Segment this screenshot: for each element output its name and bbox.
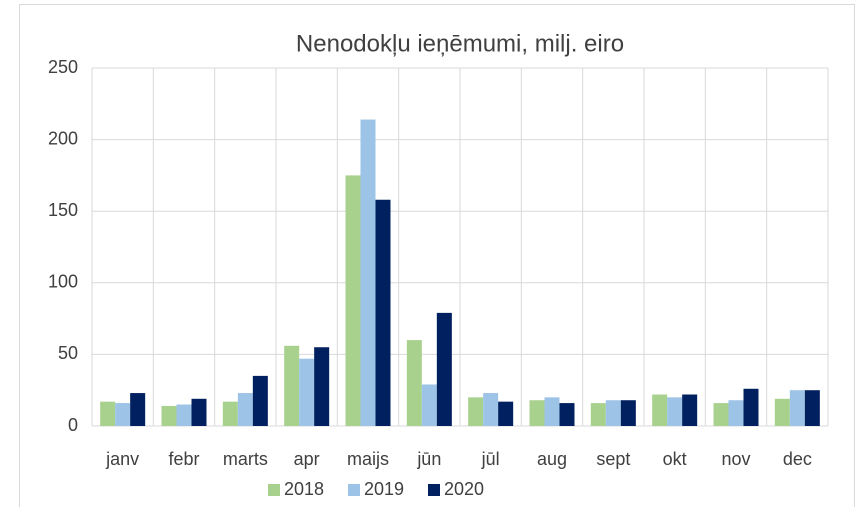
bar bbox=[620, 400, 636, 426]
y-tick-label: 100 bbox=[48, 272, 78, 292]
bar bbox=[299, 358, 315, 426]
chart-title: Nenodokļu ieņēmumi, milj. eiro bbox=[296, 30, 624, 57]
y-tick-label: 250 bbox=[48, 57, 78, 77]
bar bbox=[345, 175, 361, 426]
x-tick-label: jūn bbox=[416, 449, 441, 469]
bar bbox=[667, 397, 683, 426]
bar bbox=[559, 403, 575, 426]
legend-swatch bbox=[348, 484, 360, 496]
bar bbox=[529, 400, 545, 426]
bar bbox=[498, 401, 514, 426]
bar bbox=[314, 347, 330, 426]
y-tick-label: 150 bbox=[48, 200, 78, 220]
x-tick-label: apr bbox=[294, 449, 320, 469]
bar bbox=[252, 375, 268, 426]
bar bbox=[774, 398, 790, 426]
bar bbox=[789, 390, 805, 426]
legend-swatch bbox=[428, 484, 440, 496]
x-tick-label: dec bbox=[783, 449, 812, 469]
bar bbox=[176, 404, 192, 426]
bar bbox=[483, 393, 499, 426]
x-tick-label: janv bbox=[105, 449, 139, 469]
legend-label: 2020 bbox=[444, 479, 484, 499]
y-tick-label: 0 bbox=[68, 415, 78, 435]
bar bbox=[421, 384, 437, 426]
x-tick-label: aug bbox=[537, 449, 567, 469]
bar bbox=[652, 394, 668, 426]
bar bbox=[100, 401, 116, 426]
chart-frame bbox=[19, 4, 855, 507]
x-tick-label: marts bbox=[223, 449, 268, 469]
x-tick-label: febr bbox=[168, 449, 199, 469]
bar bbox=[713, 403, 729, 426]
bar bbox=[284, 345, 300, 426]
bar bbox=[468, 397, 484, 426]
bar bbox=[804, 390, 820, 426]
bar bbox=[590, 403, 606, 426]
bar bbox=[115, 403, 131, 426]
x-tick-label: nov bbox=[721, 449, 750, 469]
x-tick-label: jūl bbox=[481, 449, 500, 469]
bar bbox=[743, 388, 759, 426]
bar bbox=[605, 400, 621, 426]
legend-swatch bbox=[268, 484, 280, 496]
bar bbox=[728, 400, 744, 426]
bar bbox=[682, 394, 698, 426]
bar bbox=[375, 199, 391, 426]
y-tick-label: 200 bbox=[48, 128, 78, 148]
legend-label: 2019 bbox=[364, 479, 404, 499]
bar bbox=[191, 398, 207, 426]
bar bbox=[237, 393, 253, 426]
bar bbox=[161, 405, 177, 426]
bar bbox=[360, 119, 376, 426]
bar bbox=[222, 401, 238, 426]
x-tick-label: okt bbox=[663, 449, 687, 469]
bar bbox=[130, 393, 146, 426]
bar bbox=[406, 340, 422, 426]
bar bbox=[544, 397, 560, 426]
x-tick-label: sept bbox=[596, 449, 630, 469]
y-tick-label: 50 bbox=[58, 343, 78, 363]
x-tick-label: maijs bbox=[347, 449, 389, 469]
legend-label: 2018 bbox=[284, 479, 324, 499]
bar bbox=[436, 312, 452, 426]
